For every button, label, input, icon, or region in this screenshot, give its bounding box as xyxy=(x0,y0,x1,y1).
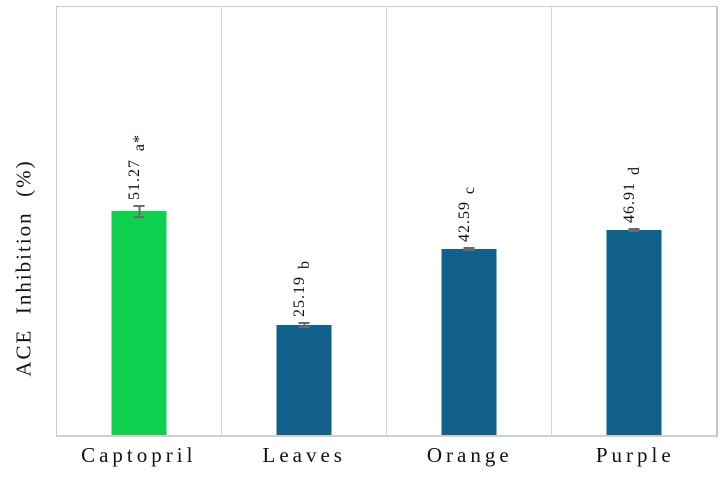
x-axis-label-purple: Purple xyxy=(595,443,675,467)
category-panel-leaves: b 25.19 xyxy=(221,7,386,435)
x-axis-label-leaves: Leaves xyxy=(262,443,346,467)
bar-annotation-captopril: a* 51.27 xyxy=(126,134,148,200)
plot-area: a* 51.27 b 25.19 c 42.59 d 46.91 xyxy=(56,6,718,437)
error-bar-leaves xyxy=(298,321,310,328)
bar-purple xyxy=(606,230,662,435)
value-label-purple: 46.91 xyxy=(621,182,638,224)
bar-annotation-purple: d 46.91 xyxy=(621,166,643,224)
x-axis-label-captopril: Captopril xyxy=(81,443,197,467)
category-panel-purple: d 46.91 xyxy=(551,7,716,435)
error-bar-purple xyxy=(628,228,640,233)
bar-annotation-orange: c 42.59 xyxy=(456,186,478,242)
bar-annotation-leaves: b 25.19 xyxy=(291,260,313,317)
bar-captopril xyxy=(111,211,167,435)
x-axis-label-row: Captopril Leaves Orange Purple xyxy=(56,443,718,468)
value-label-orange: 42.59 xyxy=(456,200,473,242)
value-label-captopril: 51.27 xyxy=(126,158,143,200)
x-axis-label-orange: Orange xyxy=(426,443,513,467)
value-label-leaves: 25.19 xyxy=(291,275,308,317)
category-panel-captopril: a* 51.27 xyxy=(57,7,221,435)
significance-letter-purple: d xyxy=(626,166,643,176)
error-bar-captopril xyxy=(133,204,145,218)
bar-leaves xyxy=(276,325,332,435)
significance-letter-leaves: b xyxy=(296,259,313,269)
bar-orange xyxy=(441,249,497,435)
category-panel-orange: c 42.59 xyxy=(386,7,551,435)
significance-letter-orange: c xyxy=(461,185,478,194)
y-axis-title: ACE Inhibition (%) xyxy=(11,159,36,377)
significance-letter-captopril: a* xyxy=(131,134,148,152)
error-bar-orange xyxy=(463,246,475,252)
